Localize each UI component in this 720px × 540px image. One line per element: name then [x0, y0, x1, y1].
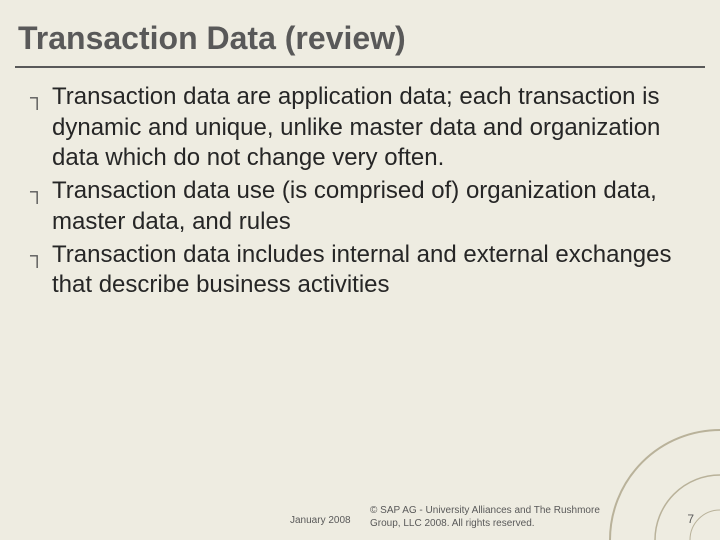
- slide-body: ┐Transaction data are application data; …: [30, 82, 690, 303]
- footer-date: January 2008: [290, 515, 351, 526]
- bullet-text: Transaction data are application data; e…: [52, 83, 660, 171]
- bullet-icon: ┐: [30, 86, 52, 112]
- corner-decoration-icon: [600, 420, 720, 540]
- bullet-icon: ┐: [30, 244, 52, 270]
- bullet-item: ┐Transaction data are application data; …: [30, 82, 690, 174]
- bullet-icon: ┐: [30, 180, 52, 206]
- bullet-text: Transaction data includes internal and e…: [52, 241, 672, 299]
- title-divider: [15, 66, 705, 68]
- bullet-item: ┐Transaction data includes internal and …: [30, 240, 690, 301]
- page-number: 7: [687, 512, 694, 526]
- slide-title: Transaction Data (review): [18, 20, 702, 57]
- bullet-text: Transaction data use (is comprised of) o…: [52, 177, 657, 235]
- footer-copyright: © SAP AG - University Alliances and The …: [370, 505, 600, 530]
- bullet-item: ┐Transaction data use (is comprised of) …: [30, 176, 690, 237]
- slide: Transaction Data (review) ┐Transaction d…: [0, 0, 720, 540]
